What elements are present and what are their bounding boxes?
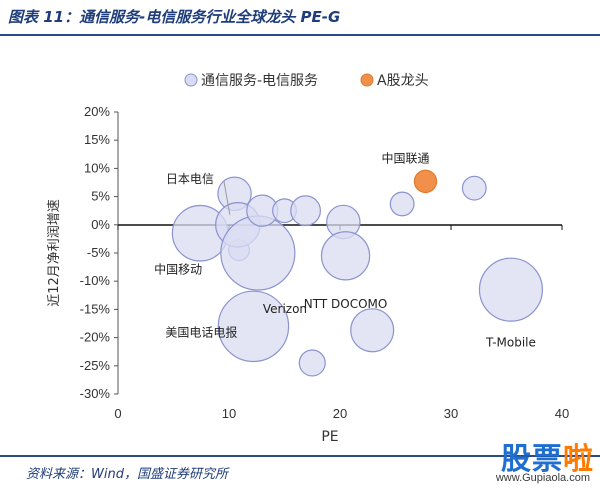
x-tick-label: 0 xyxy=(114,406,121,421)
bubble-sector xyxy=(461,175,487,201)
data-label: T-Mobile xyxy=(485,336,536,350)
y-tick-label: -20% xyxy=(80,330,111,345)
chart-bubbles xyxy=(171,169,543,377)
footer-divider xyxy=(0,455,600,457)
bubble-sector xyxy=(298,349,326,377)
x-tick-label: 20 xyxy=(333,406,347,421)
data-label: 日本电信 xyxy=(166,172,214,186)
legend-marker-a-share xyxy=(360,73,374,87)
data-label: 美国电话电报 xyxy=(165,324,237,339)
y-tick-label: -10% xyxy=(80,273,111,288)
header-divider xyxy=(0,34,600,36)
data-label: Verizon xyxy=(263,302,307,316)
chart-axes: 20% 15% 10% 5% 0% -5% -10% -15% -20% -25% -30%0 10 2… xyxy=(47,104,569,445)
y-tick-label: -15% xyxy=(80,301,111,316)
data-label: 中国移动 xyxy=(154,261,202,276)
data-label-leader xyxy=(223,180,231,215)
x-tick-label: 40 xyxy=(555,406,569,421)
y-tick-label: 0% xyxy=(91,217,110,232)
y-tick-label: -25% xyxy=(80,358,111,373)
watermark-logo: 股票啦 www.Gupiaola.com xyxy=(484,434,594,489)
data-label: 中国联通 xyxy=(381,150,429,165)
bubble-sector xyxy=(320,231,371,281)
y-tick-label: -30% xyxy=(80,386,111,401)
x-tick-label: 30 xyxy=(444,406,458,421)
watermark-url: www.Gupiaola.com xyxy=(495,472,590,484)
legend-marker-sector xyxy=(184,73,198,87)
y-tick-label: -5% xyxy=(87,245,111,260)
bubble-a-share xyxy=(413,169,438,194)
y-tick-label: 10% xyxy=(84,160,110,175)
y-tick-label: 20% xyxy=(84,104,110,119)
bubble-sector xyxy=(290,195,321,227)
watermark-brand: 股票啦 xyxy=(501,434,594,478)
bubble-sector xyxy=(217,290,290,363)
legend-label-a-share: A股龙头 xyxy=(377,73,429,89)
x-tick-label: 10 xyxy=(222,406,236,421)
y-axis-title: 近12月净利润增速 xyxy=(47,199,62,307)
bubble-chart: 20% 15% 10% 5% 0% -5% -10% -15% -20% -25% -30%0 10 2… xyxy=(47,73,569,445)
source-note: 资料来源：Wind，国盛证券研究所 xyxy=(26,467,228,482)
bubble-sector xyxy=(478,257,543,322)
page-title: 图表 11：通信服务-电信服务行业全球龙头 PE-G xyxy=(8,8,341,26)
watermark-brand-highlight: 啦 xyxy=(563,442,594,477)
bubble-sector xyxy=(350,308,395,353)
bubble-sector xyxy=(220,215,296,291)
y-tick-label: 5% xyxy=(91,189,110,204)
bubble-sector xyxy=(389,191,415,217)
x-axis-title: PE xyxy=(321,429,338,445)
chart-legend: 通信服务-电信服务 A股龙头 xyxy=(184,73,429,89)
watermark-brand-main: 股票 xyxy=(501,442,563,477)
legend-label-sector: 通信服务-电信服务 xyxy=(201,73,318,89)
data-label: NTT DOCOMO xyxy=(304,297,388,311)
y-tick-label: 15% xyxy=(84,132,110,147)
